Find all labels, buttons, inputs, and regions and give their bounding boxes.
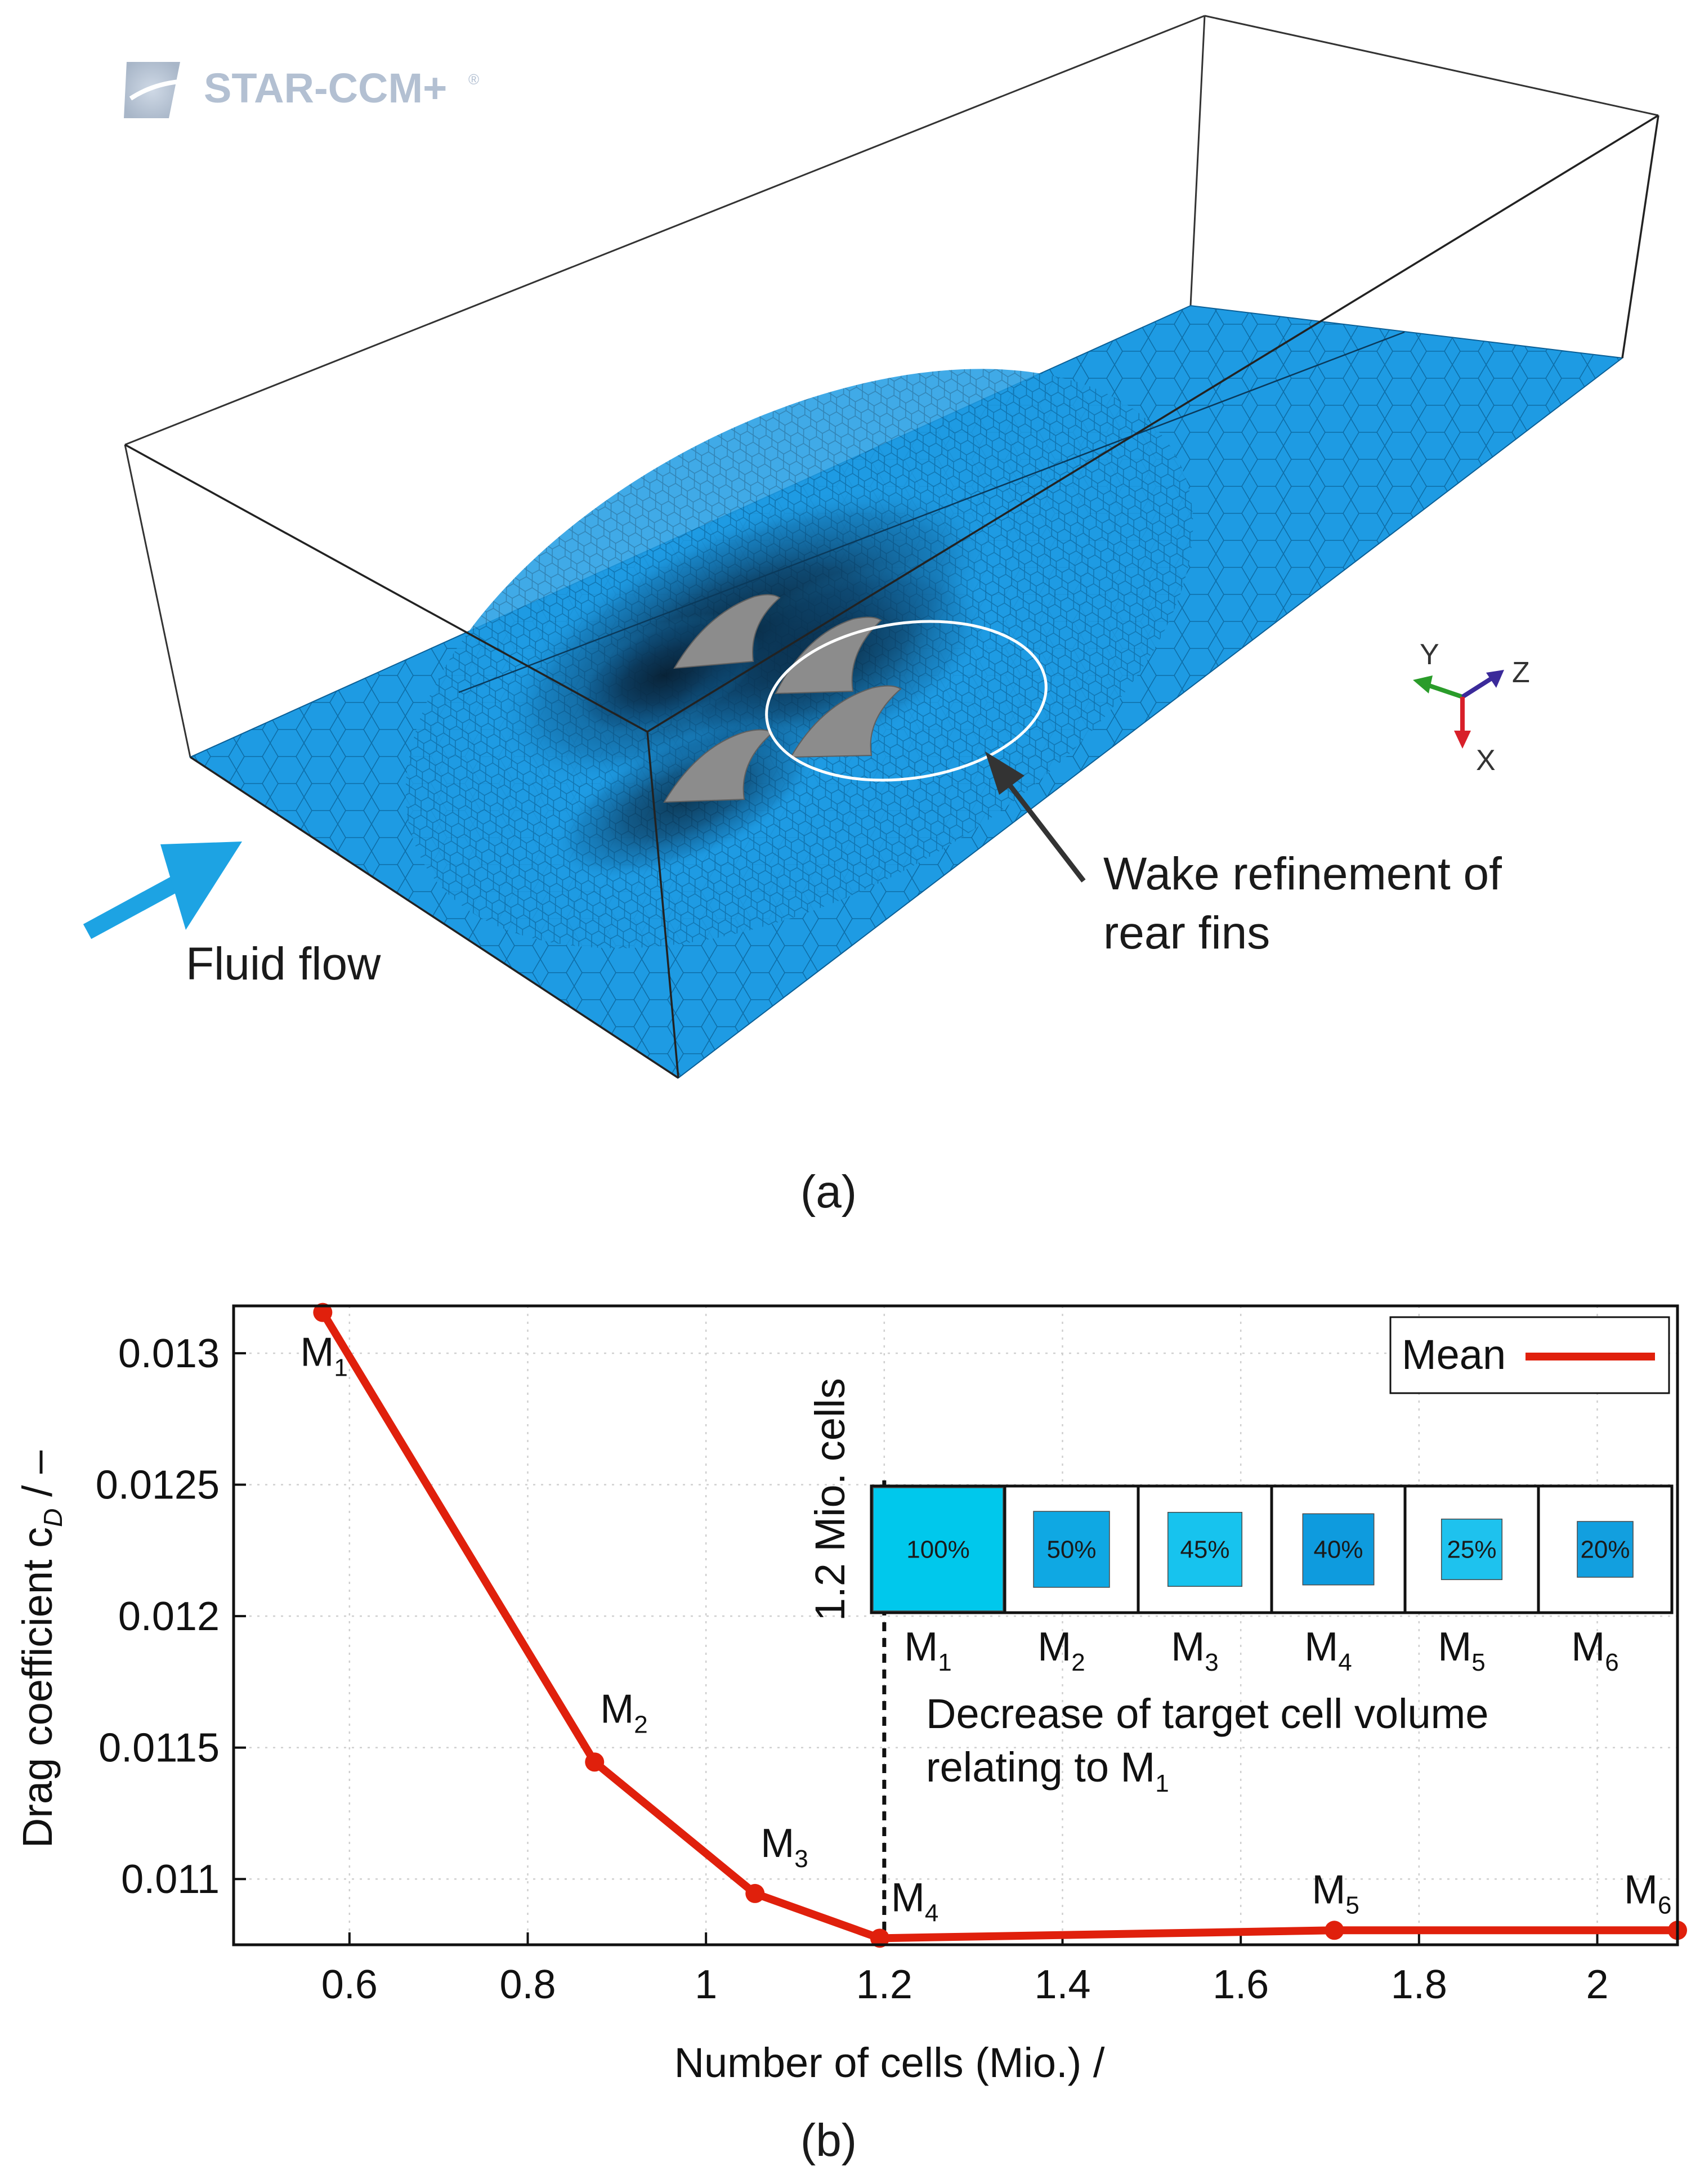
panel-a-mesh-view: STAR-CCM+ ® [83,15,1659,1218]
y-tick-label: 0.0125 [96,1463,220,1508]
logo-registered-mark: ® [468,71,479,88]
z-axis-arrow-icon [1486,670,1504,688]
legend: Mean [1389,1316,1670,1394]
data-point [1325,1921,1344,1940]
fin-front-right-icon [663,729,773,803]
x-tick-label: 0.6 [321,1962,378,2007]
x-axis-arrow-icon [1454,731,1471,749]
wake-refinement-highlight [765,620,1048,782]
svg-text:relating to M1: relating to M1 [926,1744,1169,1797]
point-label: M5 [1312,1867,1359,1919]
inset-cell-label: M3 [1171,1624,1218,1676]
y-tick-label: 0.013 [118,1331,220,1376]
x-tick-label: 0.8 [499,1962,556,2007]
inset-text-line1: Decrease of target cell volume [926,1690,1488,1737]
inset-cell-label: M2 [1037,1624,1085,1676]
data-point [585,1752,605,1772]
y-tick-label: 0.0115 [99,1726,220,1771]
caption-b: (b) [800,2115,857,2166]
wake-label-line2: rear fins [1103,907,1270,959]
point-label: M2 [600,1686,647,1738]
x-axis-label: Number of cells (Mio.) / [674,2039,1105,2086]
data-point [870,1928,889,1948]
star-ccm-logo: STAR-CCM+ ® [124,62,479,118]
inset-cell-percent: 20% [1580,1536,1630,1564]
y-axis-arrow-icon [1413,675,1433,693]
wake-label-line1: Wake refinement of [1103,848,1502,899]
point-label: M6 [1624,1867,1671,1919]
point-label: M1 [300,1330,347,1382]
series-line-mean [319,1310,1677,1943]
domain-box-back-edges [124,15,1659,758]
inset-cell-label: M1 [904,1624,951,1676]
inset-text-line2: relating to M [926,1744,1155,1791]
x-tick-label: 1.8 [1391,1962,1447,2007]
flow-arrow-icon [83,842,242,939]
series-mean [313,1303,1687,1948]
x-tick-label: 1.4 [1034,1962,1090,2007]
y-tick-label: 0.011 [121,1857,220,1902]
inset-cell-box [1302,1513,1375,1586]
data-point [745,1883,765,1903]
y-axis-label: Drag coefficient cD / – [14,1450,68,1848]
domain-box-front-edges [124,114,1659,1079]
triad-z-label: Z [1512,656,1530,689]
inset-cell-box [1441,1518,1503,1581]
fin-rear-left-icon [775,616,882,695]
inset-cell-label: M6 [1571,1624,1618,1676]
inset-vertical-label: 1.2 Mio. cells [807,1378,853,1621]
inset-cell-box [873,1487,1004,1612]
inset-cell-label: M4 [1304,1624,1352,1676]
inset-text-line2-sub: 1 [1155,1770,1169,1797]
fin-front-left-icon [673,594,781,669]
triad-x-label: X [1476,744,1496,777]
inset-cell-percent: 45% [1180,1536,1229,1564]
triad-y-label: Y [1420,638,1439,671]
axes-triad: Y Z X [1413,638,1530,777]
data-point [313,1303,333,1322]
plot-frame [232,1304,1679,1946]
inset-cell-percent: 40% [1313,1536,1363,1564]
x-tick-label: 2 [1586,1962,1608,2007]
point-labels: M1 M2 M3 M4 M5 M6 [300,1330,1671,1927]
logo-text: STAR-CCM+ [204,65,447,111]
point-label: M3 [760,1821,808,1873]
y-tick-label: 0.012 [118,1594,220,1639]
x-tick-label: 1.6 [1213,1962,1269,2007]
cell-volume-inset: 100% M1 50% M2 45% M3 40% M4 25% M5 20% M6 [870,1484,1674,1676]
flow-label: Fluid flow [186,938,381,990]
legend-label-mean: Mean [1402,1331,1506,1378]
x-tick-label: 1.2 [856,1962,912,2007]
point-label: M4 [891,1875,938,1927]
panel-b-drag-chart: 0.6 0.8 1 1.2 1.4 1.6 1.8 2 0.011 0.0115 0.012 0.01… [14,1303,1687,2166]
inset-cell-box [1577,1521,1634,1578]
inset-cell-box [1033,1511,1110,1588]
inset-cell-percent: 100% [906,1536,970,1564]
caption-a: (a) [800,1166,857,1218]
chart-ticks: 0.6 0.8 1 1.2 1.4 1.6 1.8 2 0.011 0.0115 0.012 0.01… [96,1331,1609,2007]
wake-annotation-arrow-icon [985,751,1086,883]
inset-cell-percent: 25% [1447,1536,1496,1564]
inset-cell-percent: 50% [1046,1536,1096,1564]
inset-cell-label: M5 [1438,1624,1485,1676]
x-tick-label: 1 [695,1962,717,2007]
fins [663,594,902,803]
inset-cell-box [1167,1511,1243,1587]
fin-rear-right-icon [790,685,902,758]
